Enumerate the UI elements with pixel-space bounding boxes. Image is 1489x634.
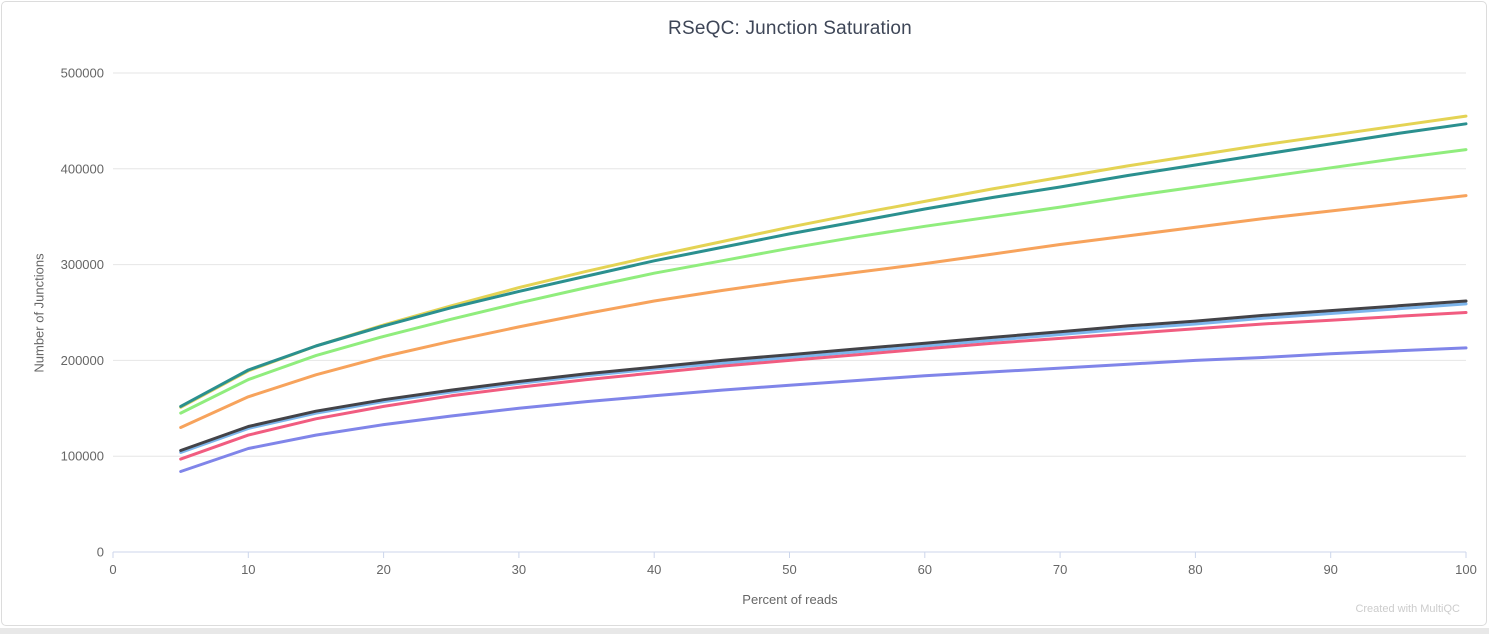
y-tick-label: 200000: [61, 353, 104, 368]
x-tick-label: 70: [1053, 562, 1067, 577]
x-tick-label: 80: [1188, 562, 1202, 577]
x-tick-label: 50: [782, 562, 796, 577]
x-tick-label: 0: [109, 562, 116, 577]
series-line-sample-darkgrey[interactable]: [179, 299, 1468, 452]
series-line-sample-pink[interactable]: [179, 311, 1468, 461]
series-line-sample-teal[interactable]: [179, 122, 1468, 408]
series-line-sample-green[interactable]: [179, 148, 1468, 415]
x-axis-title: Percent of reads: [742, 592, 838, 607]
page-background-strip: [0, 628, 1489, 634]
x-tick-label: 60: [918, 562, 932, 577]
chart-title: RSeQC: Junction Saturation: [668, 18, 912, 39]
multiqc-watermark: Created with MultiQC: [1355, 603, 1460, 615]
x-tick-label: 90: [1323, 562, 1337, 577]
y-tick-label: 100000: [61, 449, 104, 464]
x-tick-label: 100: [1455, 562, 1477, 577]
y-axis-title-text: Number of Junctions: [31, 253, 47, 373]
series-line-sample-orange[interactable]: [179, 194, 1468, 429]
x-tick-label: 40: [647, 562, 661, 577]
y-tick-label: 300000: [61, 257, 104, 272]
x-tick-label: 30: [512, 562, 526, 577]
series-line-sample-lightblue[interactable]: [179, 302, 1468, 454]
series-line-sample-yellow[interactable]: [179, 114, 1468, 409]
series-line-sample-purple[interactable]: [179, 346, 1468, 473]
x-tick-label: 10: [241, 562, 255, 577]
x-tick-label: 20: [376, 562, 390, 577]
y-tick-label: 400000: [61, 161, 104, 176]
y-tick-label: 500000: [61, 66, 104, 81]
y-tick-label: 0: [97, 545, 104, 560]
